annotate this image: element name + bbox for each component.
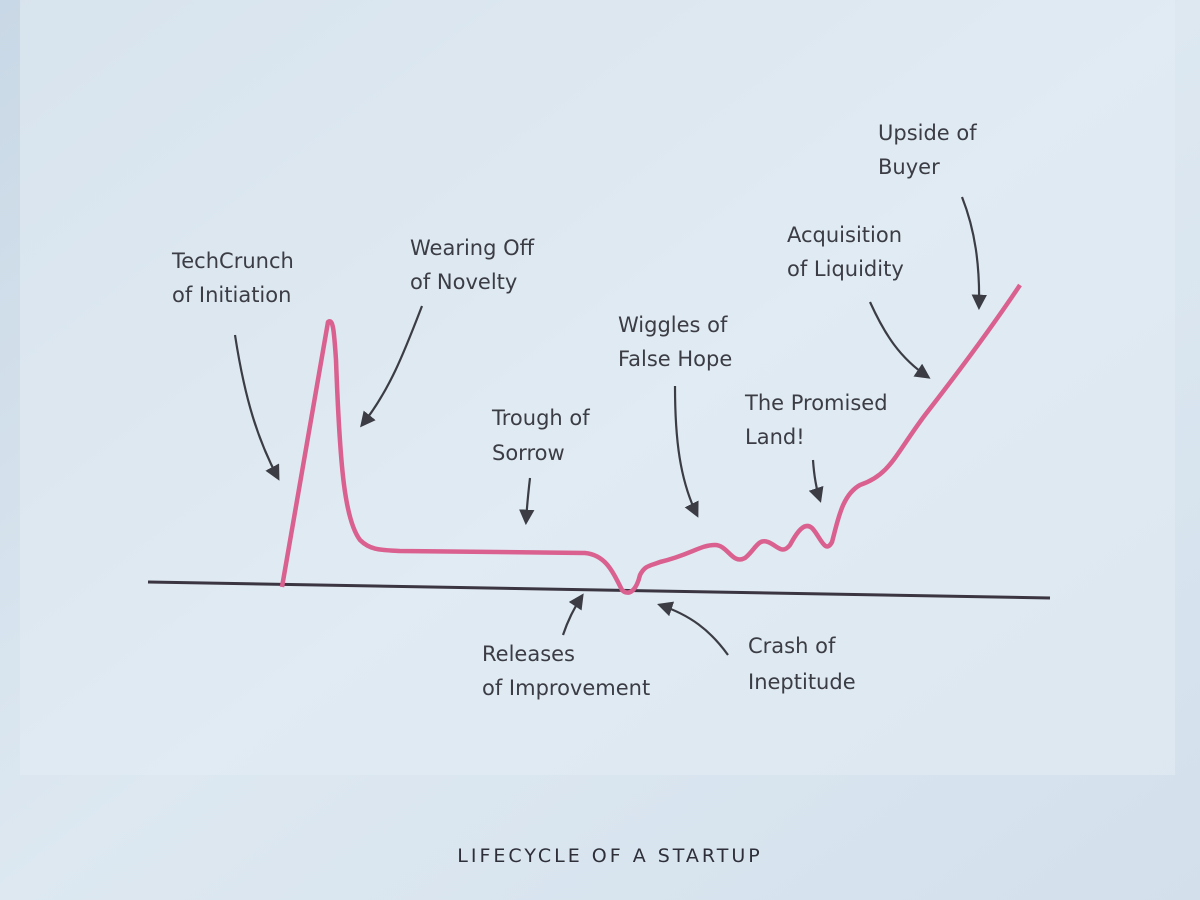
label: False Hope (618, 347, 732, 371)
arrows (233, 196, 987, 656)
arrow (360, 305, 424, 428)
arrow (960, 196, 987, 311)
arrow (808, 459, 824, 503)
slide-panel (20, 0, 1175, 775)
label: of Initiation (172, 283, 291, 307)
label: Buyer (878, 155, 940, 179)
arrow (657, 601, 729, 656)
label: of Liquidity (787, 257, 904, 281)
label: Upside of (878, 121, 977, 145)
label: Releases (482, 642, 575, 666)
caption: LIFECYCLE OF A STARTUP (457, 845, 762, 867)
label: Wiggles of (618, 313, 728, 337)
label: of Improvement (482, 676, 650, 700)
label: Ineptitude (748, 670, 856, 694)
label: Wearing Off (410, 236, 535, 260)
annotations: TechCrunch of Initiation Wearing Off of … (171, 121, 977, 700)
label: Trough of (491, 406, 590, 430)
label: Sorrow (492, 441, 565, 465)
label: Acquisition (787, 223, 902, 247)
label: Crash of (748, 634, 836, 658)
lifecycle-curve (279, 283, 1022, 595)
arrow (673, 385, 699, 518)
arrow (519, 477, 535, 526)
label: of Novelty (410, 270, 517, 294)
label: TechCrunch (171, 249, 294, 273)
baseline (147, 580, 1051, 600)
label: Land! (745, 425, 805, 449)
arrow (868, 301, 931, 379)
arrow (561, 593, 584, 636)
label: The Promised (744, 391, 888, 415)
arrow (233, 334, 280, 481)
